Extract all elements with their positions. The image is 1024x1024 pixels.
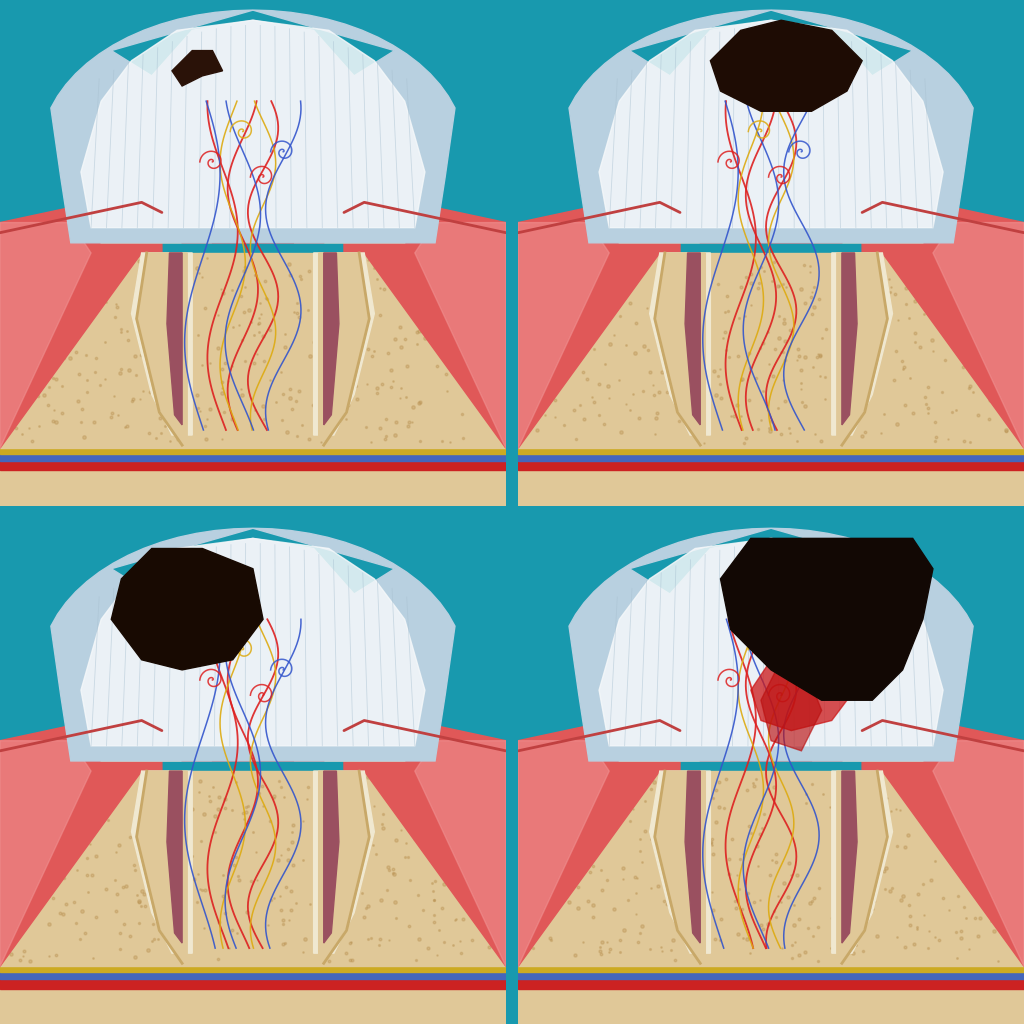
Polygon shape (81, 539, 425, 745)
Polygon shape (569, 10, 973, 243)
Polygon shape (203, 640, 303, 761)
Polygon shape (933, 222, 1024, 449)
Polygon shape (167, 609, 339, 761)
Polygon shape (685, 609, 857, 761)
Polygon shape (0, 711, 162, 967)
Polygon shape (609, 568, 933, 761)
Polygon shape (518, 455, 1024, 462)
Polygon shape (518, 711, 680, 967)
Polygon shape (685, 91, 857, 243)
Polygon shape (518, 771, 1024, 967)
Polygon shape (842, 771, 857, 943)
Polygon shape (0, 449, 506, 455)
Polygon shape (0, 988, 506, 1024)
Polygon shape (831, 253, 893, 435)
Polygon shape (0, 462, 506, 470)
Polygon shape (518, 973, 1024, 980)
Polygon shape (518, 470, 1024, 506)
Polygon shape (685, 771, 700, 943)
Polygon shape (0, 771, 506, 967)
Polygon shape (599, 20, 943, 227)
Polygon shape (136, 253, 187, 440)
Polygon shape (518, 222, 609, 449)
Polygon shape (81, 20, 425, 227)
Polygon shape (51, 528, 455, 761)
Polygon shape (721, 122, 821, 243)
Polygon shape (131, 771, 193, 953)
Polygon shape (609, 50, 933, 243)
Polygon shape (415, 740, 506, 967)
Polygon shape (344, 193, 506, 449)
Polygon shape (136, 771, 187, 958)
Polygon shape (0, 455, 506, 462)
Polygon shape (837, 253, 888, 440)
Polygon shape (91, 50, 415, 243)
Polygon shape (167, 91, 339, 243)
Polygon shape (711, 20, 862, 112)
Polygon shape (51, 10, 455, 243)
Polygon shape (685, 253, 700, 425)
Polygon shape (518, 988, 1024, 1024)
Polygon shape (0, 980, 506, 988)
Polygon shape (318, 253, 370, 440)
Polygon shape (518, 193, 680, 449)
Polygon shape (167, 771, 182, 943)
Polygon shape (654, 253, 706, 440)
Polygon shape (318, 771, 370, 958)
Polygon shape (518, 449, 1024, 455)
Polygon shape (131, 253, 193, 435)
Polygon shape (0, 740, 91, 967)
Polygon shape (415, 222, 506, 449)
Polygon shape (313, 771, 375, 953)
Polygon shape (862, 711, 1024, 967)
Polygon shape (831, 771, 893, 953)
Polygon shape (751, 640, 862, 730)
Polygon shape (518, 253, 1024, 449)
Polygon shape (518, 740, 609, 967)
Polygon shape (654, 771, 706, 958)
Polygon shape (518, 462, 1024, 470)
Polygon shape (324, 771, 339, 943)
Polygon shape (0, 193, 162, 449)
Polygon shape (91, 568, 415, 761)
Polygon shape (518, 980, 1024, 988)
Polygon shape (721, 640, 821, 761)
Polygon shape (0, 967, 506, 973)
Polygon shape (721, 539, 933, 700)
Polygon shape (649, 771, 711, 953)
Polygon shape (112, 549, 263, 670)
Polygon shape (203, 122, 303, 243)
Polygon shape (344, 711, 506, 967)
Polygon shape (172, 50, 222, 86)
Polygon shape (761, 659, 821, 751)
Polygon shape (842, 253, 857, 425)
Polygon shape (518, 967, 1024, 973)
Polygon shape (862, 193, 1024, 449)
Polygon shape (0, 973, 506, 980)
Polygon shape (0, 222, 91, 449)
Polygon shape (0, 470, 506, 506)
Polygon shape (649, 253, 711, 435)
Polygon shape (569, 528, 973, 761)
Polygon shape (167, 253, 182, 425)
Polygon shape (933, 740, 1024, 967)
Polygon shape (313, 253, 375, 435)
Polygon shape (599, 539, 943, 745)
Polygon shape (0, 253, 506, 449)
Polygon shape (324, 253, 339, 425)
Polygon shape (837, 771, 888, 958)
